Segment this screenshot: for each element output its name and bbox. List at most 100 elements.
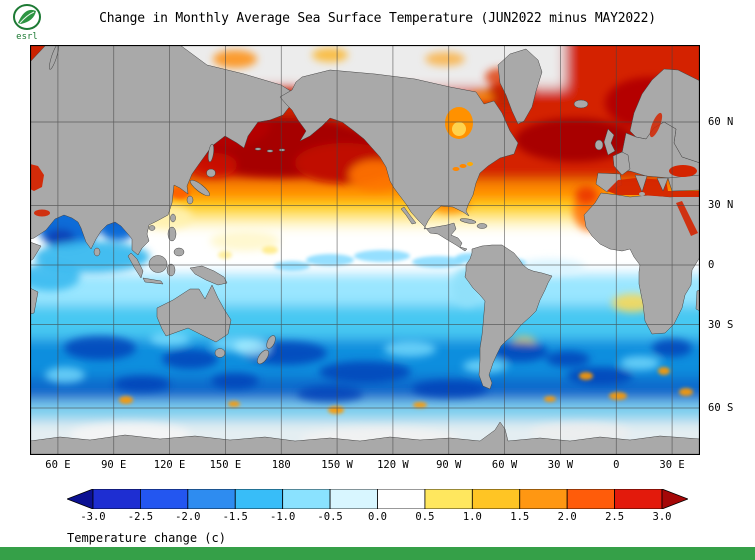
- land-south-america: [464, 244, 553, 390]
- sea-red: [676, 201, 698, 236]
- lake-ontario: [467, 162, 473, 166]
- colorbar-tick-label: -3.0: [80, 511, 106, 523]
- longitude-axis: 60 E 90 E 120 E 150 E 180 150 W 120 W 90 W 60 W 3…: [30, 459, 700, 475]
- colorbar-tick-label: -1.5: [222, 511, 248, 523]
- land-luzon: [167, 226, 177, 242]
- colorbar-segment: [471, 488, 521, 510]
- inland-seas-layer: [30, 107, 700, 236]
- lat-tick-label: 30 S: [708, 318, 734, 331]
- lon-tick-label: 90 E: [101, 459, 127, 471]
- lat-tick-label: 60 S: [708, 402, 734, 415]
- leaf-vein: [19, 11, 35, 24]
- land-novaya-zemlya: [49, 45, 59, 70]
- colorbar-segment: [92, 488, 141, 510]
- colorbar-tick-label: 2.5: [605, 511, 625, 523]
- land-honshu: [190, 179, 210, 197]
- colorbar-tick-label: -0.5: [317, 511, 343, 523]
- lon-tick-label: 30 E: [659, 459, 685, 471]
- footer-bar: [0, 547, 755, 560]
- land-layer: [30, 45, 700, 455]
- lake-huron: [459, 164, 467, 168]
- land-somalia-sliver: [30, 241, 42, 262]
- lon-tick-label: 0: [613, 459, 620, 471]
- colorbar-tick-label: 1.5: [510, 511, 530, 523]
- land-java: [142, 277, 164, 285]
- colorbar-title: Temperature change (c): [67, 531, 226, 545]
- lon-tick-label: 120 W: [377, 459, 409, 471]
- colorbar-strip: [65, 488, 690, 510]
- colorbar-tick-label: 0.5: [415, 511, 435, 523]
- land-taiwan: [170, 213, 176, 223]
- land-australia: [156, 284, 232, 343]
- land-hokkaido: [206, 168, 216, 178]
- land-antarctica: [30, 421, 700, 455]
- colorbar-tick-label: -2.0: [175, 511, 201, 523]
- colorbar-segment: [424, 488, 473, 510]
- land-tasmania: [214, 348, 226, 358]
- land-sicily: [639, 192, 645, 196]
- land-turkey: [667, 174, 700, 192]
- land-sakhalin: [207, 143, 215, 163]
- sea-mediterranean: [607, 178, 700, 197]
- colorbar-tick-label: 0.0: [368, 511, 387, 523]
- colorbar-tick-label: -2.5: [127, 511, 154, 523]
- colorbar-segment: [234, 488, 284, 510]
- land-kyushu: [186, 195, 194, 205]
- colorbar-tick-label: 2.0: [557, 511, 577, 523]
- lon-tick-label: 30 W: [547, 459, 574, 471]
- land-new-guinea: [189, 265, 228, 286]
- land-nz-north: [266, 335, 276, 349]
- land-mindanao: [173, 247, 185, 257]
- lat-tick-label: 0: [708, 259, 715, 271]
- colorbar-arrow-left: [65, 488, 94, 510]
- colorbar-segment: [329, 488, 378, 510]
- land-aleutian-2: [266, 149, 274, 153]
- grid-layer: [30, 45, 700, 455]
- lon-tick-label: 60 W: [491, 459, 518, 471]
- land-aleutian-1: [254, 147, 262, 151]
- world-map: [29, 44, 701, 456]
- land-sulawesi: [166, 263, 176, 277]
- sea-persian-gulf: [34, 209, 50, 217]
- land-greece: [656, 177, 669, 192]
- land-borneo: [148, 255, 168, 273]
- land-aleutian-3: [278, 148, 286, 152]
- colorbar-labels: -3.0 -2.5 -2.0 -1.5 -1.0 -0.5 0.0 0.5 1.0 1.5 2.0 2…: [67, 511, 688, 525]
- lat-tick-label: 60 N: [708, 115, 734, 128]
- esrl-logo: esrl: [13, 4, 41, 42]
- sea-baltic: [649, 112, 663, 138]
- land-hispaniola: [476, 223, 488, 229]
- colorbar-arrow-right: [661, 488, 690, 510]
- lon-tick-label: 150 E: [209, 459, 242, 471]
- lat-tick-label: 30 N: [708, 199, 734, 212]
- lon-tick-label: 90 W: [436, 459, 462, 471]
- land-madagascar: [30, 287, 39, 315]
- land-sumatra: [127, 252, 144, 279]
- lon-tick-label: 60 E: [45, 459, 71, 471]
- land-baja: [400, 206, 417, 225]
- land-nz-south: [257, 349, 269, 365]
- land-greenland: [497, 48, 543, 125]
- land-sri-lanka: [93, 247, 101, 257]
- map-area: [29, 44, 701, 456]
- logo-text: esrl: [16, 32, 38, 42]
- page-title: Change in Monthly Average Sea Surface Te…: [99, 11, 656, 26]
- colorbar-tick-label: -1.0: [270, 511, 296, 523]
- colorbar-segment: [614, 488, 663, 510]
- lon-tick-label: 150 W: [321, 459, 353, 471]
- sea-caspian: [30, 164, 44, 191]
- lon-tick-label: 180: [271, 459, 291, 471]
- lake-superior: [452, 167, 460, 171]
- colorbar: [65, 488, 690, 529]
- colorbar-segment: [519, 488, 568, 510]
- sea-hudson-core: [452, 122, 466, 136]
- colorbar-segment: [377, 488, 426, 510]
- colorbar-tick-label: 3.0: [652, 511, 672, 523]
- colorbar-segment: [282, 488, 331, 510]
- land-iceland: [573, 99, 589, 109]
- land-france: [612, 151, 631, 176]
- land-uk: [603, 128, 616, 156]
- land-italy: [634, 174, 648, 193]
- lon-tick-label: 120 E: [153, 459, 186, 471]
